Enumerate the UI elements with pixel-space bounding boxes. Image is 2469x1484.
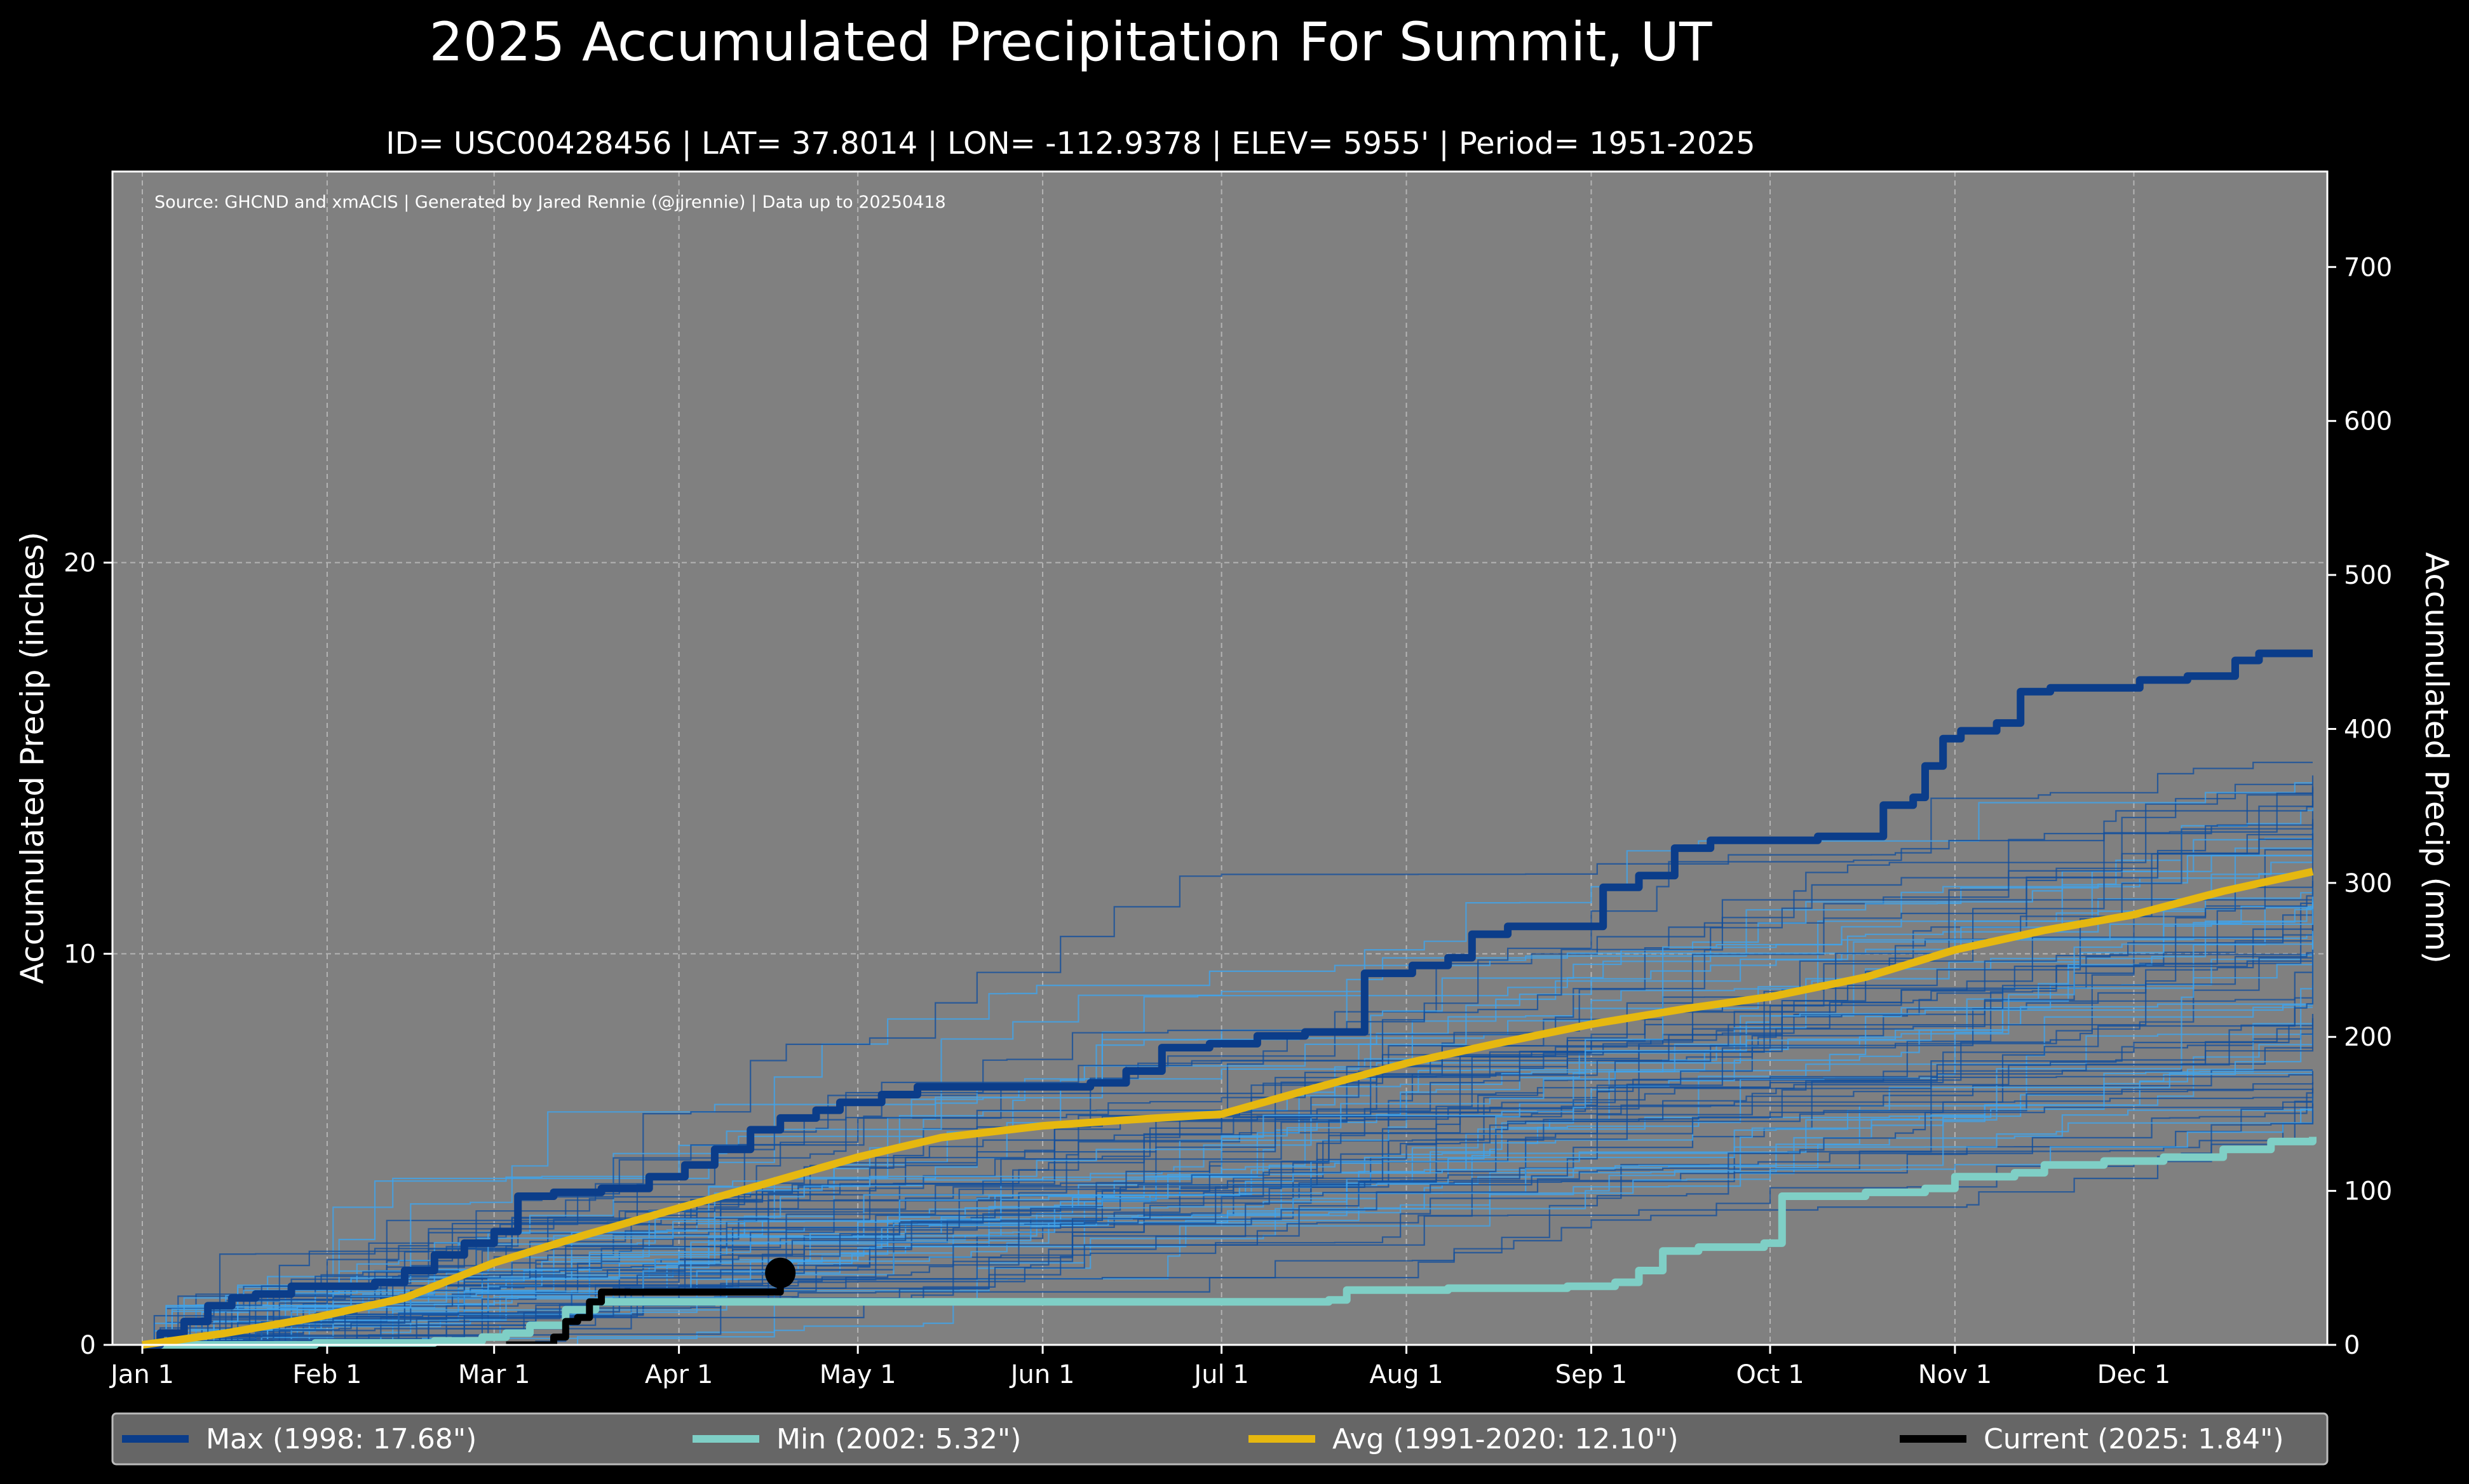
historical-year-line (142, 1089, 2314, 1346)
y-tick-label: 10 (64, 940, 96, 969)
historical-year-line (142, 828, 2314, 1346)
historical-year-line (142, 807, 2314, 1346)
legend-label-avg: Avg (1991-2020: 12.10") (1332, 1423, 1679, 1455)
series-line-min (142, 1137, 2317, 1349)
current-value-marker (765, 1257, 796, 1288)
grid-lines (112, 172, 2327, 1345)
y-axis-label: Accumulated Precip (inches) (14, 532, 51, 984)
historical-year-line (142, 908, 2314, 1346)
historical-year-line (142, 1072, 2313, 1346)
historical-year-line (142, 792, 2313, 1346)
y-axis-right-label: Accumulated Precip (mm) (2418, 552, 2455, 964)
chart-subtitle: ID= USC00428456 | LAT= 37.8014 | LON= -1… (386, 126, 1755, 161)
legend (111, 1412, 2329, 1466)
historical-year-line (142, 833, 2313, 1346)
historical-year-line (142, 800, 2314, 1346)
historical-year-line (142, 822, 2314, 1346)
y-right-tick-label: 700 (2344, 253, 2392, 282)
x-tick-label: Oct 1 (1736, 1360, 1804, 1389)
main-series (142, 649, 2317, 1349)
historical-year-line (142, 903, 2314, 1346)
x-axis-ticks: Jan 1 Feb 1 Mar 1 Apr 1 May 1 Jun 1 Jul 1 Aug 1… (109, 1345, 2170, 1389)
plot-area (112, 172, 2327, 1345)
x-tick-label: Mar 1 (458, 1360, 531, 1389)
x-tick-label: Jun 1 (1009, 1360, 1075, 1389)
x-tick-label: Jul 1 (1192, 1360, 1248, 1389)
legend-label-min: Min (2002: 5.32") (776, 1423, 1021, 1455)
legend-label-max: Max (1998: 17.68") (206, 1423, 477, 1455)
x-tick-label: Aug 1 (1369, 1360, 1443, 1389)
y-right-tick-label: 300 (2344, 869, 2392, 898)
historical-year-line (142, 1109, 2313, 1346)
x-tick-label: Jan 1 (109, 1360, 174, 1389)
historical-year-line (142, 775, 2314, 1346)
y-axis-right-ticks: 0 100 200 300 400 500 600 700 (2327, 253, 2392, 1360)
x-tick-label: Apr 1 (645, 1360, 713, 1389)
x-tick-label: Dec 1 (2097, 1360, 2171, 1389)
series-line-current (506, 1272, 784, 1349)
historical-year-line (142, 940, 2314, 1346)
y-tick-label: 20 (64, 549, 96, 578)
y-right-tick-label: 600 (2344, 407, 2392, 436)
historical-year-line (142, 931, 2314, 1346)
historical-year-line (142, 1018, 2314, 1346)
chart-title: 2025 Accumulated Precipitation For Summi… (430, 11, 1713, 73)
series-line-max (142, 649, 2313, 1349)
series-line-avg (142, 868, 2314, 1349)
y-right-tick-label: 200 (2344, 1023, 2392, 1052)
y-right-tick-label: 500 (2344, 561, 2392, 590)
historical-year-lines (142, 762, 2314, 1346)
historical-year-line (142, 952, 2313, 1346)
source-note: Source: GHCND and xmACIS | Generated by … (154, 192, 946, 212)
plot-frame (111, 170, 2329, 1346)
historical-year-line (142, 873, 2313, 1346)
legend-label-current: Current (2025: 1.84") (1984, 1423, 2284, 1455)
historical-year-line (142, 1074, 2313, 1346)
historical-year-line (142, 971, 2313, 1346)
historical-year-line (142, 833, 2314, 1346)
y-right-tick-label: 100 (2344, 1177, 2392, 1206)
y-axis-ticks: 0 10 20 (64, 549, 112, 1360)
historical-year-line (142, 783, 2313, 1346)
y-right-tick-label: 0 (2344, 1331, 2360, 1360)
x-tick-label: Nov 1 (1918, 1360, 1992, 1389)
historical-year-line (142, 1092, 2313, 1346)
x-tick-label: May 1 (820, 1360, 896, 1389)
historical-year-line (142, 1103, 2314, 1346)
historical-year-line (142, 1082, 2314, 1346)
x-tick-label: Sep 1 (1555, 1360, 1628, 1389)
y-right-tick-label: 400 (2344, 715, 2392, 744)
y-tick-label: 0 (80, 1331, 96, 1360)
legend-items: Max (1998: 17.68") Min (2002: 5.32") Avg (… (122, 1423, 2284, 1455)
x-tick-label: Feb 1 (292, 1360, 362, 1389)
